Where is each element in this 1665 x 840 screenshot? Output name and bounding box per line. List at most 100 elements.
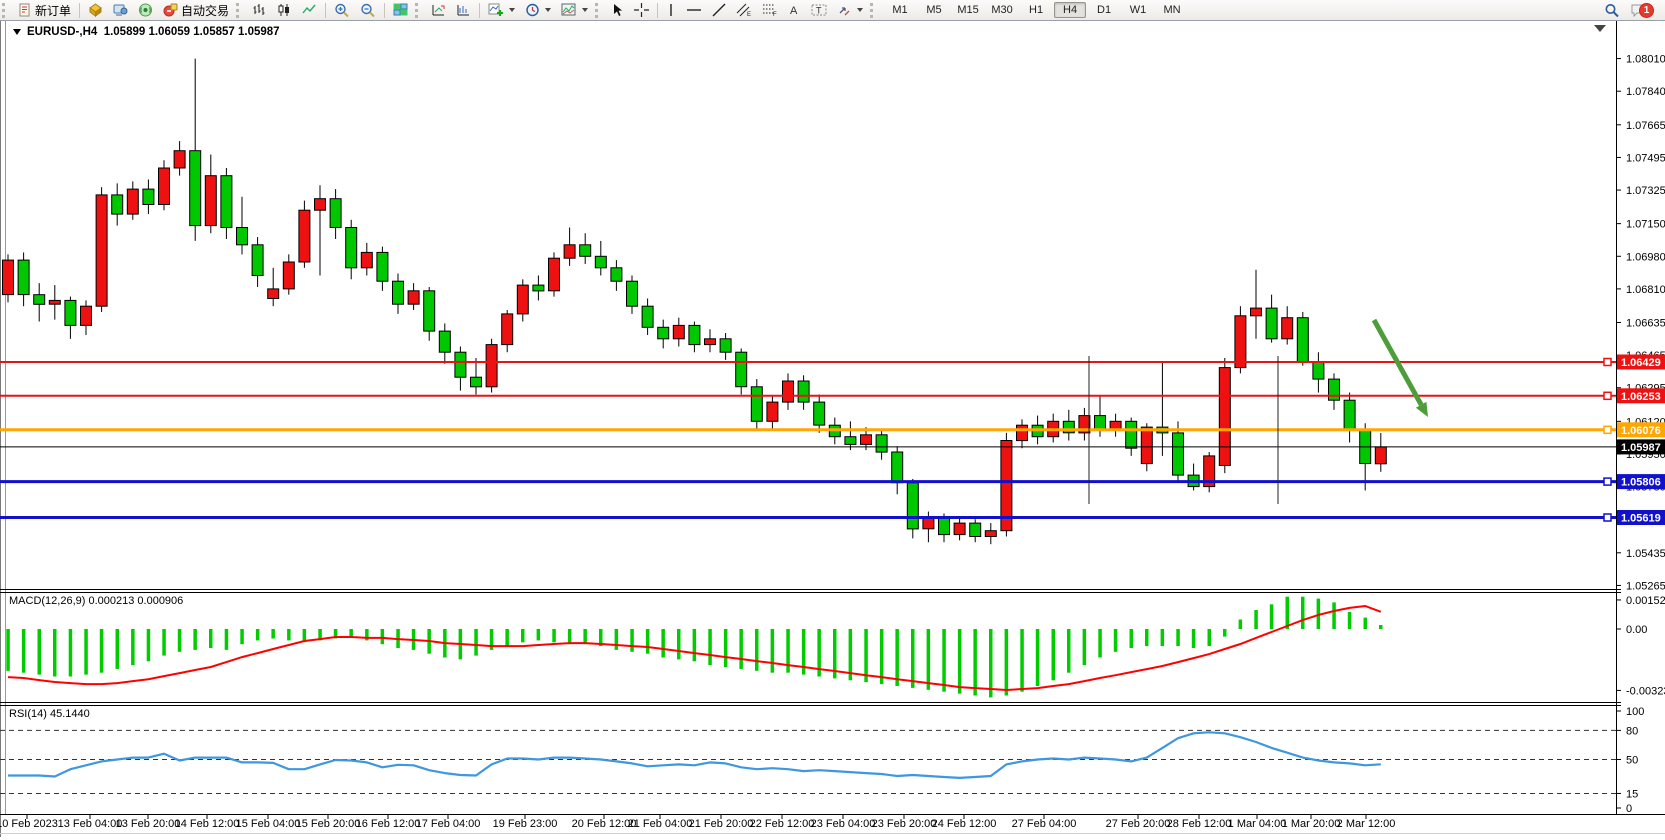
- channel-button[interactable]: E: [732, 1, 756, 20]
- svg-text:-0.003232: -0.003232: [1626, 685, 1665, 697]
- toolbar-grip[interactable]: [236, 2, 243, 18]
- timeframe-H4[interactable]: H4: [1054, 2, 1087, 18]
- price-levels[interactable]: 1.06429 1.06253 1.06076 1.05987 1.05806 1.056…: [0, 354, 1665, 526]
- toolbar-grip[interactable]: [870, 2, 877, 18]
- fibonacci-icon: F: [763, 4, 777, 17]
- broadcast-icon: [139, 3, 153, 17]
- chart-shift-marker[interactable]: [1594, 25, 1606, 32]
- bar-chart-icon: [253, 4, 265, 15]
- zoom-out-button[interactable]: [356, 1, 380, 20]
- new-order-icon: [19, 3, 30, 17]
- svg-text:E: E: [747, 12, 751, 17]
- trend-arrow-annotation[interactable]: [1371, 318, 1428, 417]
- text-button[interactable]: A: [784, 1, 805, 20]
- dropdown-caret: [582, 8, 589, 12]
- indicator-window-button[interactable]: [452, 1, 475, 20]
- crosshair-button[interactable]: [630, 1, 653, 20]
- chart-dropdown-icon[interactable]: [13, 29, 21, 35]
- signals-button[interactable]: [134, 1, 157, 20]
- vertical-line-button[interactable]: [662, 1, 680, 20]
- timeframe-W1[interactable]: W1: [1129, 4, 1147, 16]
- svg-text:13 Feb 04:00: 13 Feb 04:00: [58, 818, 123, 830]
- template-button[interactable]: [557, 1, 592, 20]
- timeframe-M15[interactable]: M15: [957, 4, 979, 16]
- tile-windows-button[interactable]: [389, 1, 412, 20]
- trendline-button[interactable]: [708, 1, 730, 20]
- svg-text:0: 0: [1626, 803, 1632, 815]
- svg-text:21 Feb 20:00: 21 Feb 20:00: [689, 818, 754, 830]
- vertical-line-icon: [670, 4, 672, 16]
- data-window-button[interactable]: [427, 1, 450, 20]
- auto-trading-icon: [163, 3, 178, 17]
- svg-text:T: T: [816, 6, 822, 16]
- separator: [384, 2, 386, 18]
- search-icon: [1605, 3, 1619, 17]
- new-order-button[interactable]: 新订单: [14, 1, 75, 20]
- period-menu-button[interactable]: [521, 1, 555, 20]
- toolbar-grip[interactable]: [2, 2, 9, 18]
- toolbar-grip[interactable]: [415, 2, 422, 18]
- timeframe-M30[interactable]: M30: [991, 4, 1013, 16]
- macd-indicator-label: MACD(12,26,9) 0.000213 0.000906: [9, 595, 184, 607]
- svg-text:1.06253: 1.06253: [1621, 391, 1661, 403]
- svg-text:15 Feb 20:00: 15 Feb 20:00: [296, 818, 361, 830]
- timeframe-D1[interactable]: D1: [1097, 4, 1112, 16]
- notifications-button[interactable]: 1: [1626, 1, 1654, 20]
- horizontal-line-icon: [687, 9, 702, 11]
- terminal-button[interactable]: [109, 1, 132, 20]
- line-chart-button[interactable]: [298, 1, 321, 20]
- svg-text:1.07325: 1.07325: [1626, 185, 1665, 197]
- timeframe-MN[interactable]: MN: [1163, 4, 1181, 16]
- zoom-out-icon: [361, 3, 375, 17]
- timeframe-group: M1 M5 M15 M30 H1 H4 D1 W1 MN: [883, 2, 1189, 18]
- svg-text:22 Feb 12:00: 22 Feb 12:00: [750, 818, 815, 830]
- fibonacci-button[interactable]: F: [758, 1, 782, 20]
- terminal-user-icon: [113, 4, 128, 16]
- svg-text:50: 50: [1626, 755, 1638, 767]
- svg-text:1.07150: 1.07150: [1626, 219, 1665, 231]
- svg-text:1.06076: 1.06076: [1621, 425, 1661, 437]
- svg-text:80: 80: [1626, 725, 1638, 737]
- toolbar: 新订单 自动交易: [0, 0, 1665, 21]
- svg-text:1.08010: 1.08010: [1626, 54, 1665, 66]
- line-chart-icon: [302, 4, 316, 14]
- annotation-vlines[interactable]: [1088, 356, 1279, 504]
- arrows-button[interactable]: [833, 1, 867, 20]
- svg-text:F: F: [773, 12, 777, 17]
- bar-chart-button[interactable]: [248, 1, 271, 20]
- candle-chart-button[interactable]: [273, 1, 296, 20]
- add-indicator-icon: [488, 3, 504, 16]
- svg-text:1.05435: 1.05435: [1626, 548, 1665, 560]
- rsi-indicator-label: RSI(14) 45.1440: [9, 708, 90, 720]
- toolbar-grip[interactable]: [595, 2, 602, 18]
- svg-text:1.07665: 1.07665: [1626, 120, 1665, 132]
- ohlc-readout: 1.05899 1.06059 1.05857 1.05987: [103, 26, 280, 38]
- metaeditor-button[interactable]: [84, 1, 107, 20]
- svg-text:1.06810: 1.06810: [1626, 284, 1665, 296]
- text-label-button[interactable]: T: [807, 1, 831, 20]
- svg-text:0.00: 0.00: [1626, 624, 1647, 636]
- timeframe-H1[interactable]: H1: [1029, 4, 1044, 16]
- clock-icon: [526, 3, 539, 17]
- svg-text:19 Feb 23:00: 19 Feb 23:00: [493, 818, 558, 830]
- search-button[interactable]: [1600, 1, 1624, 20]
- horizontal-line-button[interactable]: [682, 1, 706, 20]
- timeframe-M5[interactable]: M5: [926, 4, 942, 16]
- timeframe-M1[interactable]: M1: [892, 4, 908, 16]
- svg-text:13 Feb 20:00: 13 Feb 20:00: [116, 818, 181, 830]
- svg-text:23 Feb 04:00: 23 Feb 04:00: [811, 818, 876, 830]
- dropdown-caret: [545, 8, 552, 12]
- svg-text:17 Feb 04:00: 17 Feb 04:00: [416, 818, 481, 830]
- auto-trading-label: 自动交易: [181, 3, 230, 18]
- cursor-button[interactable]: [607, 1, 628, 20]
- svg-text:0.001529: 0.001529: [1626, 595, 1665, 607]
- auto-trading-button[interactable]: 自动交易: [159, 1, 233, 20]
- svg-text:1 Mar 20:00: 1 Mar 20:00: [1282, 818, 1341, 830]
- candles: [2, 58, 1387, 545]
- add-indicator-button[interactable]: [484, 1, 519, 20]
- svg-text:1.05987: 1.05987: [1621, 442, 1661, 454]
- zoom-in-button[interactable]: [330, 1, 354, 20]
- svg-text:21 Feb 04:00: 21 Feb 04:00: [628, 818, 693, 830]
- equidistant-channel-icon: E: [736, 3, 751, 17]
